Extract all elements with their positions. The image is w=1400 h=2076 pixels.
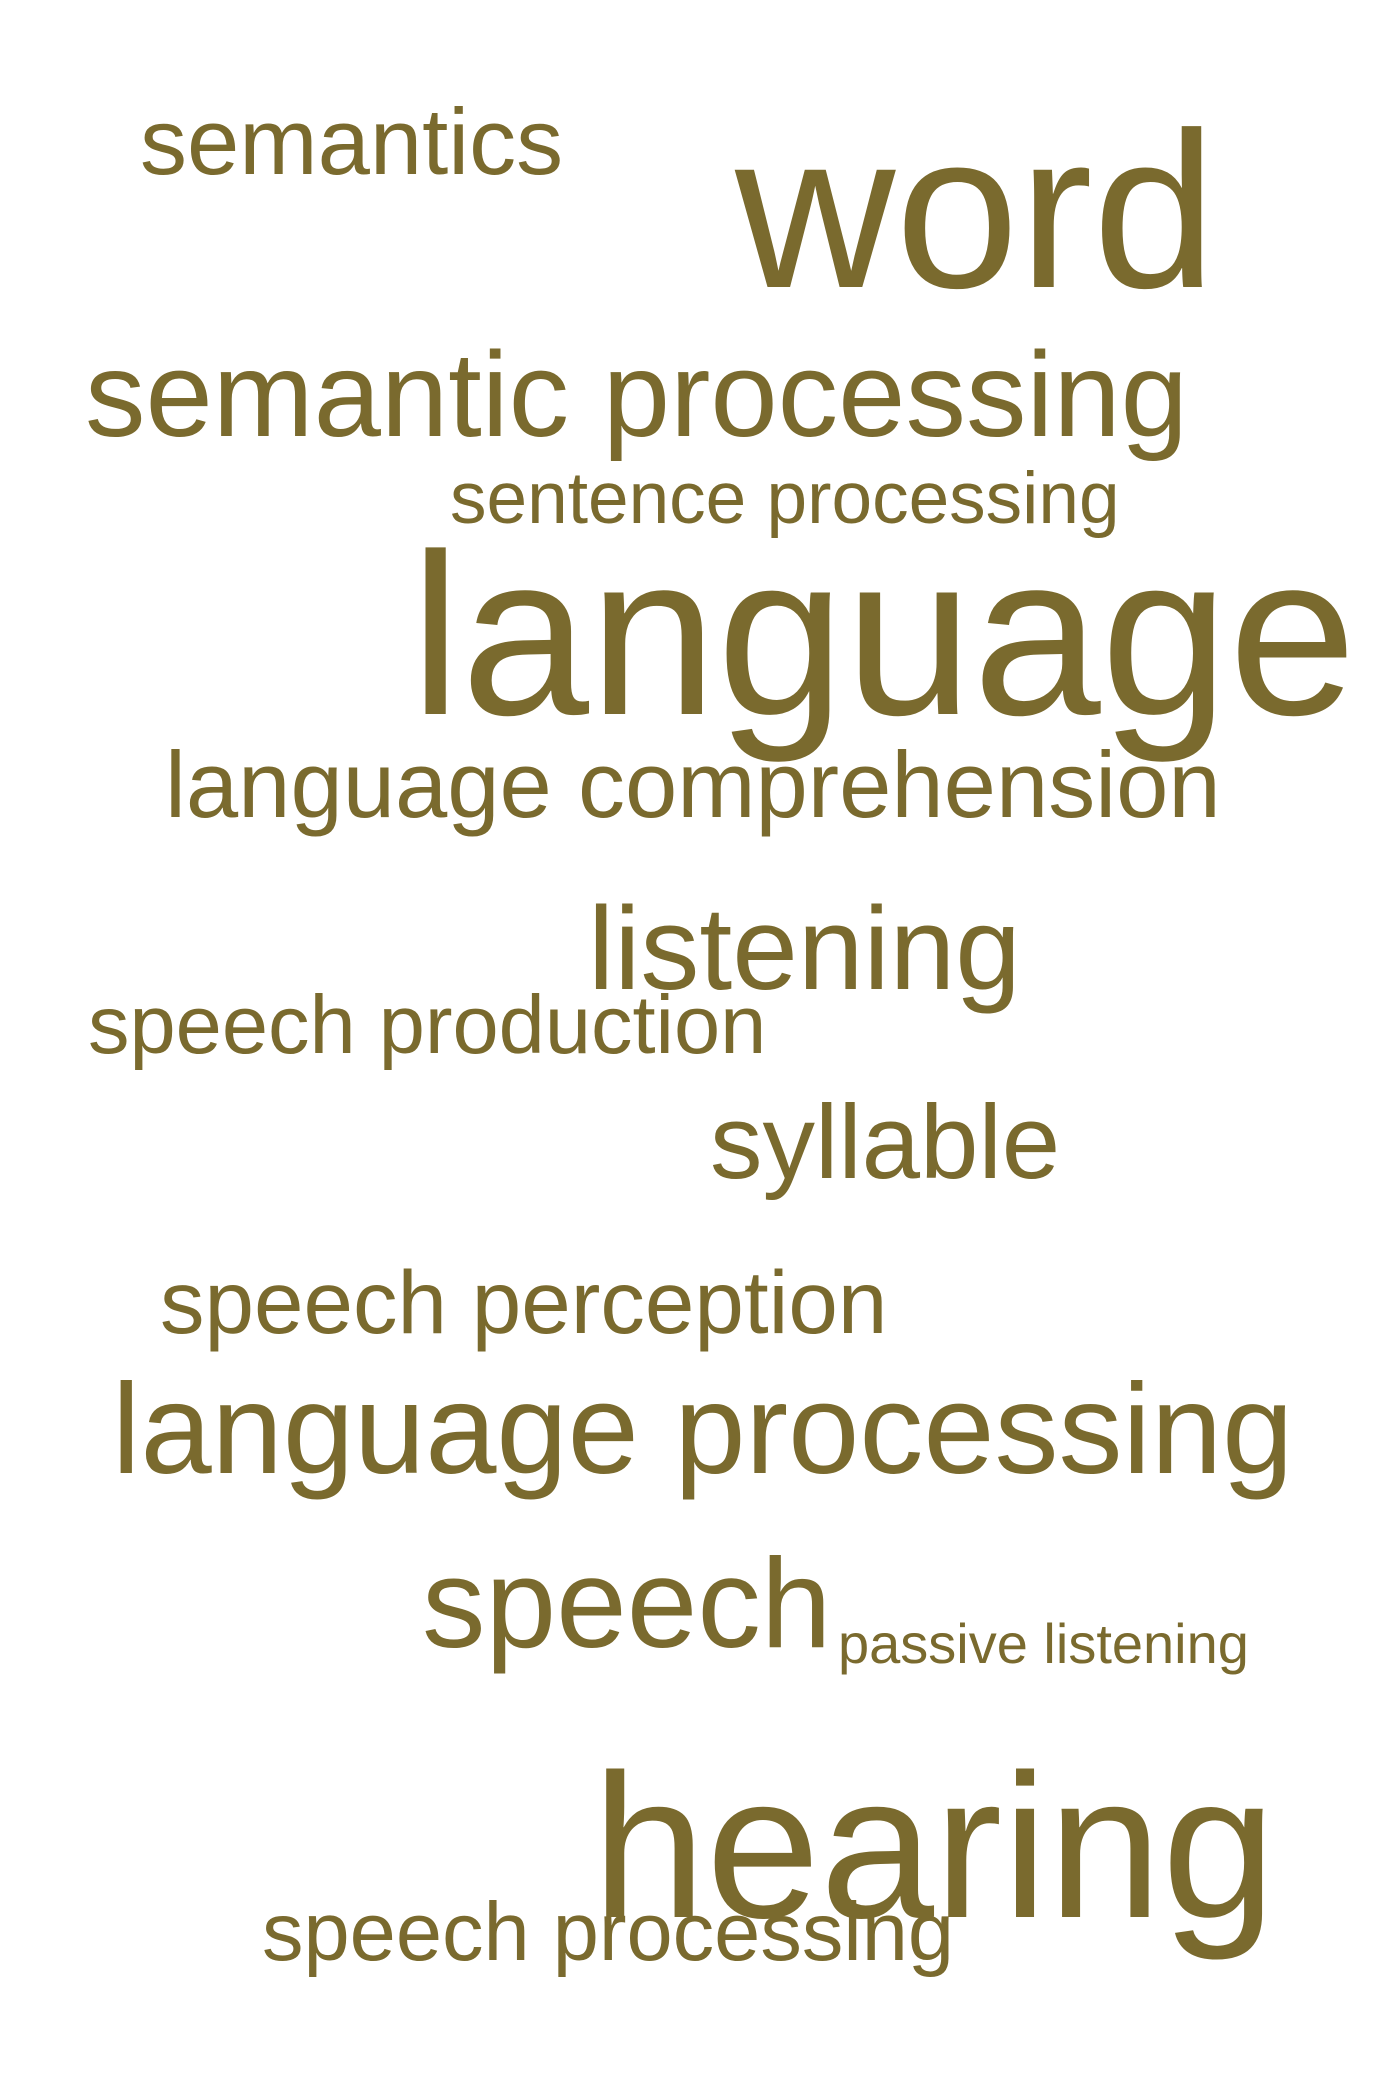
word-sentence-processing: sentence processing <box>450 458 1120 539</box>
word-semantics: semantics <box>140 89 564 194</box>
word-speech-processing: speech processing <box>262 1885 955 1978</box>
word-speech-perception: speech perception <box>160 1252 888 1352</box>
word-speech: speech <box>422 1532 832 1674</box>
word-hearing: hearing <box>592 1732 1276 1961</box>
word-semantic-processing: semantic processing <box>85 326 1188 462</box>
word-language-processing: language processing <box>112 1358 1294 1501</box>
word-word: word <box>735 87 1217 335</box>
word-language: language <box>410 506 1357 763</box>
word-speech-production: speech production <box>88 978 767 1071</box>
word-syllable: syllable <box>710 1084 1061 1201</box>
word-language-comprehension: language comprehension <box>165 732 1221 837</box>
word-passive-listening: passive listening <box>838 1612 1249 1675</box>
word-listening: listening <box>588 883 1021 1015</box>
